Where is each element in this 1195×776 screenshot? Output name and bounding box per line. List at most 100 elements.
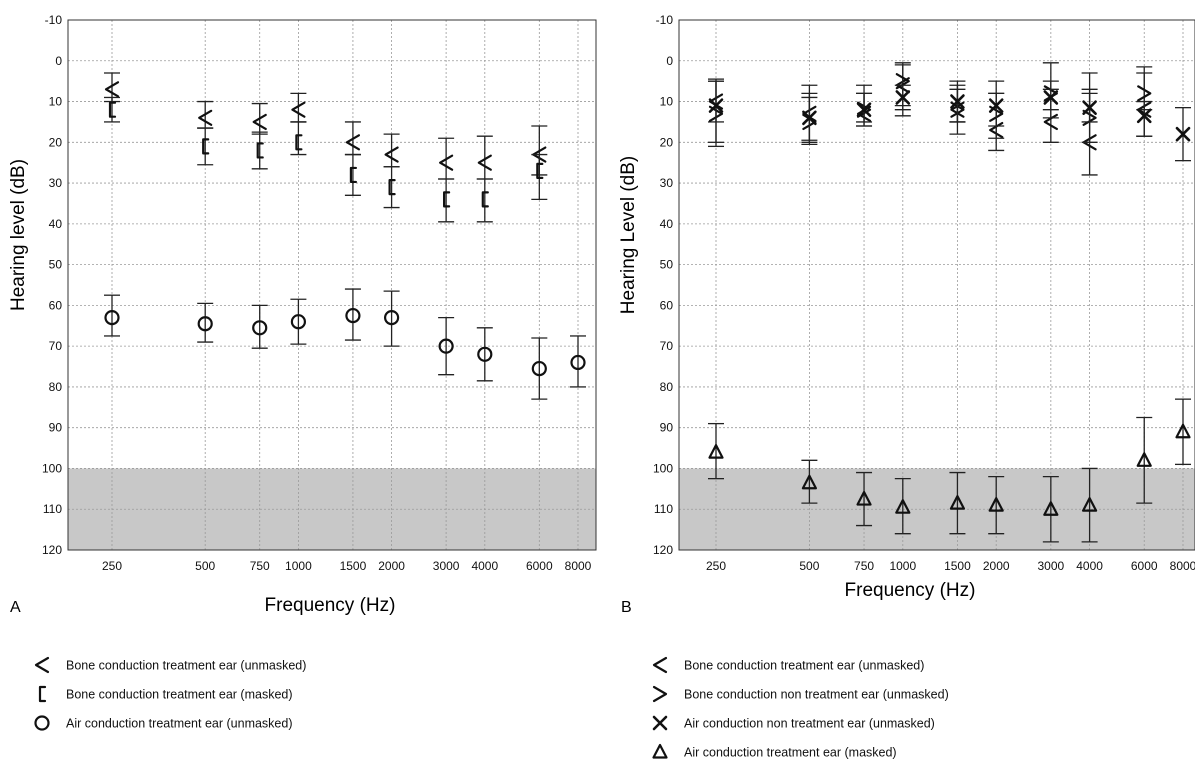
legend-item: Bone conduction non treatment ear (unmas… <box>652 685 949 703</box>
data-marks <box>708 62 1191 543</box>
x-tick-label: 1000 <box>889 559 916 573</box>
data-marks <box>104 72 586 400</box>
data-point <box>988 98 1004 113</box>
legend-item: Bone conduction treatment ear (masked) <box>38 685 293 703</box>
x-tick-label: 750 <box>250 559 270 573</box>
legend-label: Air conduction treatment ear (unmasked) <box>66 717 293 731</box>
y-tick-label: 60 <box>660 298 674 312</box>
legend-item: Air conduction treatment ear (masked) <box>652 743 897 760</box>
x-axis-title: Frequency (Hz) <box>845 580 976 601</box>
data-point <box>1043 90 1059 105</box>
data-point <box>1175 423 1191 439</box>
data-point <box>950 94 965 109</box>
legend-label: Air conduction treatment ear (masked) <box>684 746 897 760</box>
legend-label: Bone conduction treatment ear (unmasked) <box>66 659 306 673</box>
panel-b: -10 0 10 20 30 40 50 60 70 80 90 100 110 120 250 500 75… <box>618 13 1195 616</box>
y-tick-label: 20 <box>49 135 63 149</box>
data-point <box>801 474 818 490</box>
legend-item: Bone conduction treatment ear (unmasked) <box>652 656 924 674</box>
data-point <box>481 191 489 208</box>
x-tick-label: 1500 <box>340 559 367 573</box>
series-[ <box>104 96 548 223</box>
legend-symbol <box>652 715 668 731</box>
data-point <box>1136 108 1152 124</box>
panel-a: -10 0 10 20 30 40 50 60 70 80 90 100 110 120 250 500 75… <box>8 13 597 616</box>
data-point <box>104 81 120 98</box>
data-point <box>1043 501 1059 516</box>
legend-symbol <box>38 685 47 703</box>
y-tick-labels: -10 0 10 20 30 40 50 60 70 80 90 100 110 120 <box>42 13 62 557</box>
data-point <box>438 338 454 354</box>
series-< <box>104 72 548 180</box>
data-point <box>439 154 454 171</box>
data-point <box>895 90 911 105</box>
x-tick-label: 250 <box>102 559 122 573</box>
data-point <box>895 499 911 514</box>
y-tick-label: 120 <box>42 543 62 557</box>
data-point <box>536 162 544 179</box>
y-tick-label: 70 <box>660 339 674 353</box>
x-tick-label: 1500 <box>944 559 971 573</box>
data-point <box>256 142 264 159</box>
data-point <box>477 154 492 171</box>
data-point <box>291 101 306 118</box>
data-point <box>202 138 210 155</box>
x-tick-label: 6000 <box>526 559 553 573</box>
x-tick-label: 6000 <box>1131 559 1158 573</box>
series-triangle <box>708 398 1191 543</box>
y-tick-label: 40 <box>660 217 674 231</box>
data-point <box>108 101 117 118</box>
data-point <box>708 98 724 113</box>
series-o <box>104 288 586 400</box>
legend-label: Air conduction non treatment ear (unmask… <box>684 717 935 731</box>
legend-label: Bone conduction treatment ear (unmasked) <box>684 659 924 673</box>
data-point <box>345 134 361 151</box>
data-point <box>290 314 306 330</box>
y-tick-label: 50 <box>49 258 63 272</box>
legend-symbol <box>34 715 50 731</box>
data-point <box>197 316 213 332</box>
legend-symbol <box>652 656 668 674</box>
data-point <box>252 113 267 131</box>
data-point <box>345 307 361 324</box>
legend-item: Bone conduction treatment ear (unmasked) <box>34 656 306 674</box>
y-tick-labels: -10 0 10 20 30 40 50 60 70 80 90 100 110 120 <box>653 13 673 557</box>
data-point <box>477 346 493 362</box>
y-tick-label: 110 <box>43 502 62 516</box>
y-tick-label: 20 <box>660 135 674 149</box>
data-point <box>949 495 966 510</box>
x-tick-label: 250 <box>706 559 726 573</box>
data-point <box>1137 85 1152 102</box>
data-point <box>1136 452 1152 467</box>
legend-symbol <box>652 685 668 703</box>
data-point <box>708 444 724 459</box>
x-tick-label: 3000 <box>433 559 460 573</box>
x-axis-title: Frequency (Hz) <box>265 595 396 616</box>
data-point <box>384 146 399 163</box>
y-tick-label: 30 <box>49 176 63 190</box>
legend-symbol <box>652 743 668 759</box>
y-tick-label: 90 <box>49 421 63 435</box>
y-tick-label: 80 <box>660 380 674 394</box>
x-tick-label: 2000 <box>983 559 1010 573</box>
data-point <box>295 134 303 151</box>
data-point <box>198 109 213 126</box>
y-tick-label: 70 <box>49 339 63 353</box>
y-tick-label: 40 <box>49 217 63 231</box>
data-point <box>1082 100 1097 115</box>
panel-label-b: B <box>621 599 632 616</box>
legend-label: Bone conduction non treatment ear (unmas… <box>684 688 949 702</box>
y-tick-label: 10 <box>660 95 674 109</box>
data-point <box>443 191 451 208</box>
legend-symbol <box>34 656 50 674</box>
legend-b: Bone conduction treatment ear (unmasked)… <box>652 656 949 760</box>
y-tick-label: 100 <box>42 461 62 475</box>
y-tick-label: -10 <box>45 13 63 27</box>
y-tick-label: 80 <box>49 380 63 394</box>
y-axis-title: Hearing Level (dB) <box>618 156 639 314</box>
plot-frame <box>67 19 597 551</box>
series-x <box>708 80 1191 162</box>
data-point <box>856 490 872 506</box>
x-tick-label: 750 <box>854 559 874 573</box>
series-< <box>708 62 1153 176</box>
